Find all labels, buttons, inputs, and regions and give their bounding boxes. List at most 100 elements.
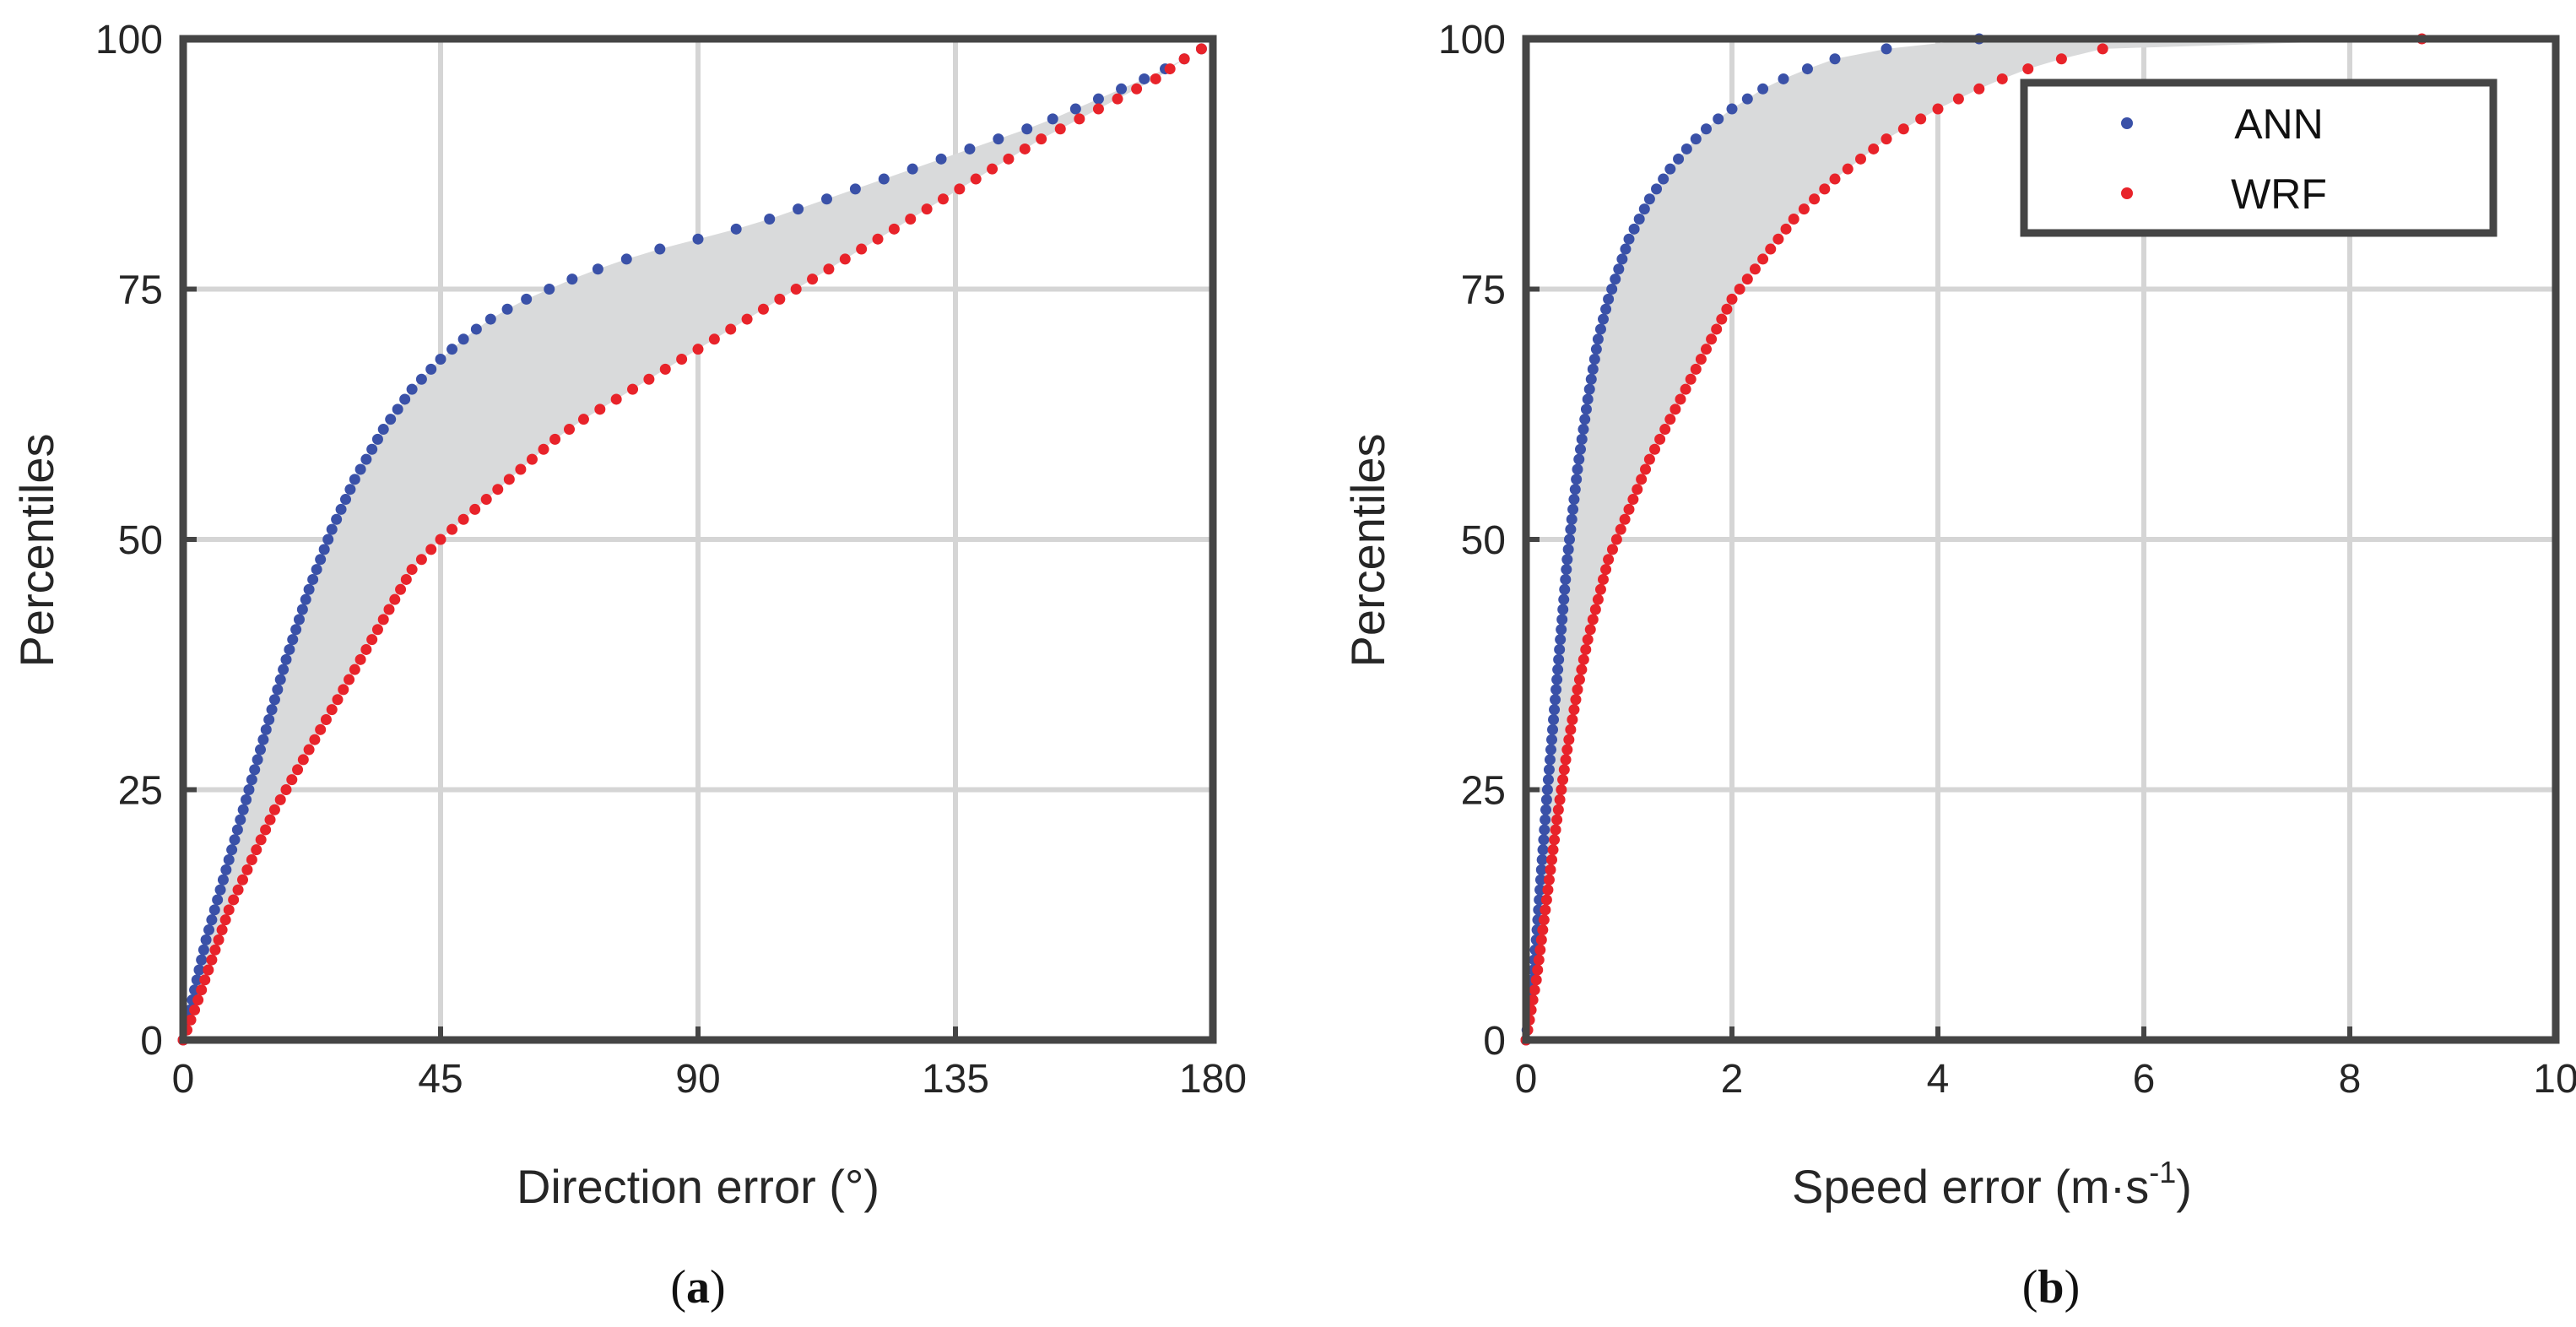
wrf-point	[937, 193, 949, 205]
wrf-point	[856, 243, 868, 255]
ann-point	[322, 534, 334, 545]
x-tick-label: 4	[1927, 1057, 1950, 1102]
ann-point	[203, 924, 214, 936]
ann-point	[284, 643, 295, 655]
wrf-point	[338, 684, 349, 696]
ann-point	[906, 163, 918, 175]
wrf-point	[274, 793, 286, 805]
wrf-point	[1654, 433, 1666, 445]
ann-point	[1550, 684, 1562, 696]
panel-b-y-axis-label: Percentiles	[1341, 433, 1394, 667]
ann-point	[1537, 844, 1549, 856]
wrf-point	[203, 964, 214, 976]
wrf-point	[1543, 874, 1555, 886]
wrf-point	[1592, 593, 1604, 605]
ann-point	[223, 854, 235, 866]
wrf-point	[366, 634, 378, 646]
wrf-point	[987, 163, 998, 175]
ann-point	[1583, 383, 1595, 395]
ann-point	[1538, 834, 1550, 846]
ann-point	[1801, 63, 1813, 75]
wrf-point	[1897, 123, 1909, 135]
wrf-point	[1829, 173, 1841, 185]
ann-point	[654, 243, 666, 255]
wrf-point	[286, 774, 298, 786]
ann-point	[241, 793, 252, 805]
ann-point	[392, 404, 403, 415]
ann-point	[1638, 203, 1650, 215]
wrf-point	[577, 414, 589, 425]
ann-point	[255, 744, 266, 756]
wrf-point	[503, 474, 515, 485]
wrf-point	[692, 344, 704, 355]
wrf-point	[1598, 573, 1609, 585]
ann-point	[1556, 624, 1567, 636]
wrf-point	[1582, 634, 1594, 646]
wrf-point	[406, 564, 418, 576]
wrf-point	[236, 874, 248, 886]
wrf-point	[1711, 323, 1723, 335]
wrf-point	[659, 363, 671, 375]
wrf-point	[954, 183, 966, 195]
ann-point	[266, 704, 278, 716]
wrf-point	[241, 864, 253, 875]
wrf-point	[1546, 854, 1557, 866]
wrf-point	[1003, 153, 1015, 165]
wrf-point	[921, 203, 933, 215]
wrf-point	[1554, 793, 1566, 805]
wrf-point	[1996, 73, 2008, 84]
x-tick-label: 45	[418, 1057, 463, 1102]
ann-point	[198, 944, 209, 956]
wrf-point	[1572, 684, 1583, 696]
ann-point	[246, 774, 257, 786]
ann-point	[300, 593, 311, 605]
ann-point	[220, 864, 232, 875]
ann-point	[425, 363, 437, 375]
ann-point	[360, 453, 372, 465]
wrf-point	[1560, 754, 1572, 766]
ann-point	[339, 494, 351, 506]
ann-point	[1571, 474, 1583, 485]
legend: ANN WRF	[2020, 79, 2498, 237]
y-tick-label: 75	[1461, 268, 1506, 313]
panel-b-wrf-series	[1520, 33, 2427, 1046]
wrf-point	[246, 854, 257, 866]
ann-point	[290, 624, 302, 636]
ann-point	[217, 874, 229, 886]
ann-point	[1633, 213, 1645, 225]
ann-point	[344, 484, 356, 496]
ann-point	[1610, 274, 1621, 285]
wrf-point	[354, 653, 366, 665]
wrf-point	[260, 824, 272, 836]
wrf-point	[1649, 443, 1660, 455]
ann-point	[278, 664, 290, 675]
wrf-point	[839, 253, 851, 265]
wrf-point	[1112, 93, 1123, 105]
wrf-point	[232, 884, 244, 896]
wrf-point	[1545, 864, 1556, 875]
wrf-point	[1721, 303, 1733, 315]
wrf-point	[1690, 363, 1702, 375]
wrf-point	[1568, 704, 1580, 716]
ann-point	[1598, 313, 1609, 325]
ann-point	[1574, 443, 1586, 455]
ann-point	[326, 523, 338, 535]
panel-b-x-axis-label: Speed error (m·s-1)	[1792, 1155, 2192, 1213]
ann-point	[1829, 53, 1841, 65]
wrf-point	[610, 393, 622, 405]
ann-point	[793, 203, 804, 215]
ann-point	[1139, 73, 1150, 84]
ann-point	[243, 784, 255, 795]
ann-point	[1116, 83, 1128, 95]
wrf-point	[1741, 274, 1753, 285]
wrf-point	[1550, 824, 1561, 836]
y-tick-label: 75	[118, 268, 163, 313]
ann-point	[544, 284, 555, 295]
wrf-point	[371, 624, 383, 636]
wrf-point	[725, 323, 737, 335]
ann-point	[1541, 784, 1553, 795]
wrf-point	[1573, 674, 1585, 685]
ann-point	[1554, 643, 1566, 655]
wrf-point	[349, 664, 360, 675]
ann-point	[257, 734, 269, 745]
